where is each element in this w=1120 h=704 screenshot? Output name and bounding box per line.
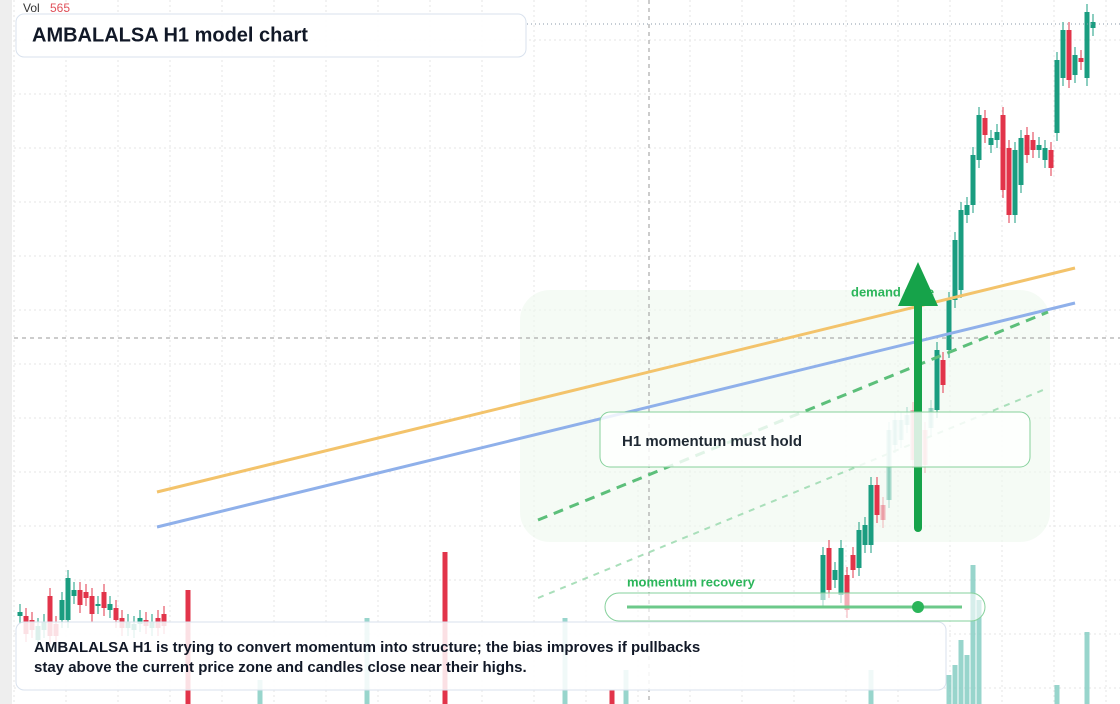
candle-body: [113, 608, 119, 620]
candle-body: [77, 590, 83, 605]
volume-bar: [970, 565, 976, 704]
arrow-head: [898, 262, 938, 306]
summary-box: [15, 621, 947, 691]
candle-body: [982, 118, 988, 135]
candle-body: [1072, 55, 1078, 75]
candle-body: [1060, 30, 1066, 78]
volume-bar: [976, 600, 982, 704]
candle-body: [1066, 30, 1072, 80]
candle-body: [1036, 145, 1042, 150]
candle-body: [107, 604, 113, 610]
candle-body: [988, 138, 994, 145]
candle-body: [1048, 150, 1054, 168]
candle-body: [868, 485, 874, 545]
candle-body: [89, 596, 95, 614]
candle-body: [1084, 12, 1090, 78]
candle-body: [880, 505, 886, 520]
candle-body: [958, 210, 964, 290]
candle-body: [1000, 115, 1006, 190]
candle-body: [17, 612, 23, 616]
candle-body: [838, 548, 844, 595]
candle-body: [826, 548, 832, 590]
volume-bar: [1054, 685, 1060, 704]
candle-body: [1042, 148, 1048, 160]
callout-text: H1 momentum must hold: [622, 433, 802, 450]
candle-body: [59, 600, 65, 620]
candle-body: [1078, 58, 1084, 62]
candle-body: [95, 604, 101, 606]
candle-body: [862, 525, 868, 545]
volume-bar: [964, 655, 970, 704]
candle-body: [964, 205, 970, 215]
candle-body: [101, 592, 107, 608]
callout-box: [599, 411, 1031, 468]
candle-body: [976, 115, 982, 160]
title: AMBALALSA H1 model chart: [32, 24, 308, 46]
volume-label: Vol: [23, 1, 40, 15]
candle-body: [1024, 135, 1030, 155]
volume-bar: [257, 680, 263, 704]
candle-body: [1006, 148, 1012, 215]
candle-body: [1018, 138, 1024, 185]
candle-body: [994, 132, 1000, 140]
title-box: [15, 13, 527, 58]
candle-body: [1054, 60, 1060, 133]
recovery-label: momentum recovery: [627, 574, 756, 589]
candle-body: [820, 555, 826, 600]
candle-body: [934, 350, 940, 410]
candle-body: [83, 592, 89, 598]
volume-bar: [952, 665, 958, 704]
candle-body: [874, 485, 880, 515]
summary-line: AMBALALSA H1 is trying to convert moment…: [34, 639, 700, 656]
volume-value: 565: [50, 1, 70, 15]
candle-body: [832, 570, 838, 580]
candle-body: [1030, 140, 1036, 150]
candle-body: [850, 555, 856, 570]
candle-body: [940, 360, 946, 385]
volume-bar: [609, 690, 615, 704]
candle-body: [65, 578, 71, 620]
volume-bar: [958, 640, 964, 704]
volume-bar: [1084, 632, 1090, 704]
volume-bar: [946, 675, 952, 704]
candle-body: [946, 300, 952, 350]
candle-body: [47, 596, 53, 636]
candle-body: [970, 155, 976, 205]
candle-body: [1090, 22, 1096, 28]
left-strip: [0, 0, 12, 704]
candle-body: [1012, 150, 1018, 215]
candle-body: [856, 530, 862, 568]
recovery-dot: [912, 601, 924, 613]
candle-body: [952, 240, 958, 300]
candle-body: [71, 590, 77, 596]
summary-line: stay above the current price zone and ca…: [34, 659, 527, 676]
candle-body: [137, 618, 143, 624]
candle-body: [161, 614, 167, 626]
